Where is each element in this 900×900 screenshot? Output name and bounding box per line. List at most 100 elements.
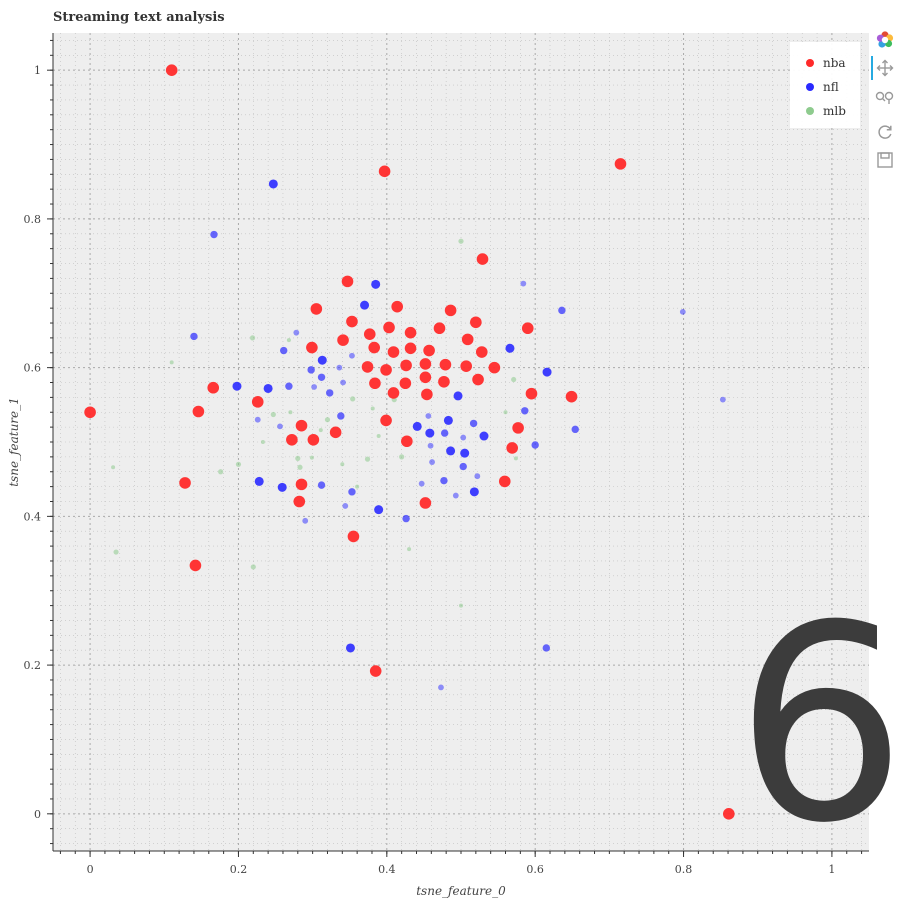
nba-point — [461, 333, 474, 346]
bokeh-logo-icon[interactable] — [874, 29, 896, 51]
nba-point — [722, 808, 735, 820]
nba-point — [295, 419, 308, 432]
x-tick-label: 0.2 — [230, 863, 248, 876]
nfl-point — [345, 643, 355, 653]
nfl-point — [542, 367, 552, 377]
nfl-point — [317, 481, 326, 489]
y-tick-label: 0.4 — [24, 510, 42, 523]
mlb-point — [511, 376, 517, 383]
nba-point — [521, 322, 534, 335]
nba-point — [387, 346, 400, 358]
nfl-point — [425, 413, 432, 419]
nfl-point — [440, 429, 449, 437]
nfl-point — [418, 480, 425, 487]
legend-marker-nba — [806, 59, 814, 67]
nfl-point — [446, 446, 456, 456]
nba-point — [433, 322, 446, 335]
nba-point — [295, 478, 308, 491]
nfl-point — [402, 514, 410, 523]
y-tick-label: 0.2 — [24, 659, 42, 672]
mlb-point — [513, 456, 518, 461]
x-tick-label: 0.4 — [378, 863, 396, 876]
mlb-point — [295, 455, 301, 461]
nba-point — [399, 377, 412, 390]
nba-point — [179, 477, 191, 489]
nfl-point — [719, 396, 726, 403]
pan-icon[interactable] — [874, 57, 896, 79]
nfl-point — [521, 407, 529, 415]
mlb-point — [324, 417, 331, 423]
nba-point — [419, 371, 432, 384]
nba-point — [423, 344, 435, 357]
reset-icon[interactable] — [874, 121, 896, 143]
nfl-point — [232, 381, 242, 391]
nba-point — [506, 442, 518, 454]
mlb-point — [235, 461, 242, 467]
nfl-point — [469, 419, 478, 428]
nba-point — [475, 346, 488, 358]
y-tick-label: 0.6 — [24, 362, 42, 375]
chart-title: Streaming text analysis — [53, 10, 225, 25]
nba-point — [444, 304, 457, 317]
x-axis-label: tsne_feature_0 — [416, 884, 506, 898]
mlb-point — [113, 549, 119, 555]
nba-point — [460, 360, 472, 372]
nba-point — [368, 341, 381, 354]
nfl-point — [280, 346, 288, 355]
nfl-point — [374, 505, 384, 515]
nfl-point — [531, 441, 539, 449]
nba-point — [404, 326, 417, 339]
nba-point — [400, 359, 412, 372]
y-tick-label: 0.8 — [24, 213, 42, 226]
nfl-point — [254, 476, 264, 486]
y-tick-label: 0 — [34, 808, 41, 821]
nba-point — [369, 377, 381, 390]
nfl-point — [474, 473, 481, 480]
nba-point — [347, 530, 360, 543]
nfl-point — [317, 355, 327, 365]
legend-label-nfl: nfl — [823, 80, 839, 94]
mlb-point — [250, 564, 256, 570]
mlb-point — [350, 396, 356, 402]
nba-point — [421, 388, 433, 401]
nba-point — [337, 334, 349, 346]
mlb-point — [249, 335, 256, 341]
nba-point — [391, 300, 404, 313]
nfl-point — [317, 373, 326, 382]
nfl-point — [427, 442, 434, 449]
mlb-point — [459, 603, 463, 608]
nba-point — [363, 328, 376, 340]
data-points — [84, 64, 735, 820]
nba-point — [189, 559, 202, 572]
legend-marker-mlb — [806, 107, 814, 115]
nba-point — [438, 375, 450, 388]
nba-point — [401, 435, 413, 448]
save-icon[interactable] — [874, 149, 896, 171]
nfl-point — [460, 448, 470, 458]
nfl-point — [340, 379, 346, 386]
box-zoom-icon[interactable] — [874, 89, 896, 111]
mlb-point — [503, 410, 508, 415]
nba-point — [192, 405, 205, 418]
nfl-point — [679, 308, 686, 315]
nba-point — [525, 387, 538, 400]
mlb-point — [309, 455, 314, 460]
legend-label-mlb: mlb — [823, 104, 846, 118]
nfl-point — [469, 487, 479, 497]
nfl-point — [542, 644, 551, 652]
nba-point — [369, 665, 382, 677]
nfl-point — [459, 462, 467, 471]
x-tick-label: 0 — [87, 863, 94, 876]
nfl-point — [452, 492, 459, 499]
mlb-point — [364, 456, 371, 462]
x-tick-label: 0.8 — [675, 863, 693, 876]
mlb-point — [318, 428, 323, 433]
nba-point — [387, 387, 400, 399]
nfl-point — [443, 415, 453, 425]
grid — [53, 33, 869, 851]
y-tick-label: 1 — [34, 64, 41, 77]
overlay-digit: 6 — [735, 567, 900, 882]
mlb-point — [458, 238, 464, 244]
nfl-point — [302, 517, 309, 524]
